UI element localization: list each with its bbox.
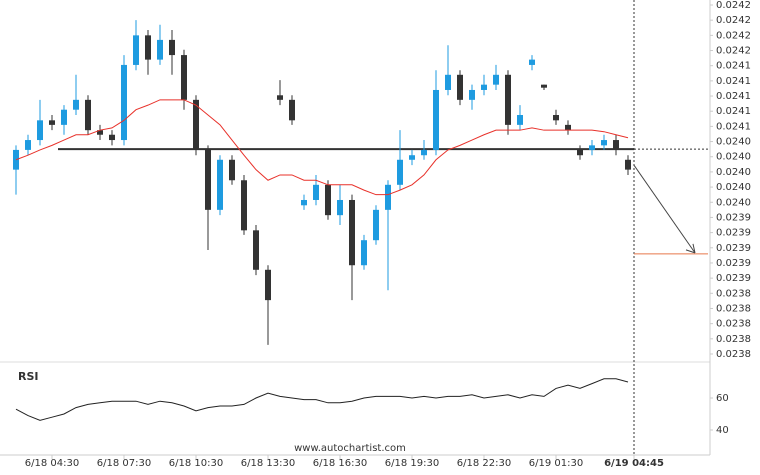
candle-body [433,89,439,150]
candle-body [505,74,511,125]
x-tick-label: 6/18 19:30 [385,458,439,469]
x-tick-label: 6/19 01:30 [529,458,583,469]
candle-body [265,269,271,301]
candle-body [493,74,499,85]
forecast-arrowhead [685,243,696,254]
y-tick-label: 0.0241 [716,91,751,102]
candle-body [517,115,523,125]
candle-body [409,155,415,160]
y-tick-label: 0.0239 [716,243,751,254]
candle-body [253,230,259,270]
candle-body [529,59,535,65]
y-tick-label: 0.0239 [716,228,751,239]
x-tick-label: 6/18 04:30 [25,458,79,469]
y-tick-label: 0.0240 [716,167,751,178]
candle-body [469,89,475,100]
candle-body [145,35,151,60]
y-tick-label: 0.0241 [716,76,751,87]
candle-body [541,84,547,88]
candle-body [25,140,31,150]
y-tick-label: 0.0239 [716,273,751,284]
candle-body [421,149,427,156]
y-tick-label: 0.0238 [716,334,751,345]
candle-body [361,240,367,266]
candle-body [181,55,187,100]
candle-body [217,159,223,210]
rsi-tick-label: 60 [716,393,729,404]
candle-body [301,199,307,206]
candle-body [577,149,583,156]
y-tick-label: 0.0242 [716,46,751,57]
candle-body [397,159,403,185]
candle-body [613,140,619,150]
candle-body [13,149,19,170]
source-label: www.autochartist.com [294,443,406,454]
y-tick-label: 0.0242 [716,30,751,41]
candle-body [193,99,199,150]
y-tick-label: 0.0241 [716,106,751,117]
y-tick-label: 0.0241 [716,61,751,72]
y-tick-label: 0.0238 [716,303,751,314]
candle-body [625,159,631,170]
y-tick-label: 0.0242 [716,0,751,11]
candle-body [229,159,235,181]
y-tick-label: 0.0240 [716,182,751,193]
candle-body [205,149,211,210]
candle-body [73,99,79,110]
candle-body [589,145,595,150]
y-tick-label: 0.0240 [716,152,751,163]
candle-body [49,120,55,125]
candle-body [289,99,295,121]
y-tick-label: 0.0240 [716,137,751,148]
candle-body [61,109,67,125]
y-tick-label: 0.0238 [716,349,751,360]
candle-body [349,199,355,266]
y-tick-label: 0.0239 [716,212,751,223]
moving-average-line [15,99,629,196]
y-tick-label: 0.0238 [716,288,751,299]
candle-body [97,130,103,135]
y-tick-label: 0.0240 [716,197,751,208]
x-tick-label: 6/18 13:30 [241,458,295,469]
x-tick-label: 6/18 07:30 [97,458,151,469]
x-tick-label: 6/18 16:30 [313,458,367,469]
y-tick-label: 0.0239 [716,258,751,269]
rsi-line [15,378,629,421]
candle-body [133,35,139,65]
candle-body [445,74,451,90]
y-tick-label: 0.0241 [716,121,751,132]
y-tick-label: 0.0238 [716,319,751,330]
candle-body [169,39,175,56]
candle-body [37,120,43,141]
x-tick-label: 6/18 10:30 [169,458,223,469]
candle-body [481,84,487,90]
candle-body [337,199,343,216]
x-tick-label: 6/18 22:30 [457,458,511,469]
candle-body [553,115,559,121]
y-tick-label: 0.0242 [716,15,751,26]
candle-body [325,184,331,216]
candle-body [277,95,283,100]
candle-body [565,124,571,131]
rsi-title: RSI [18,370,39,383]
candle-body [601,140,607,146]
candle-body [157,39,163,60]
forecast-arrow [633,164,696,254]
candle-body [385,184,391,210]
candle-body [109,134,115,141]
candle-body [85,99,91,131]
candle-body [457,74,463,100]
candle-body [121,64,127,141]
candle-body [313,184,319,200]
x-tick-label: 6/19 04:45 [604,458,664,469]
candle-body [241,180,247,231]
candle-body [373,209,379,241]
rsi-tick-label: 40 [716,425,729,436]
